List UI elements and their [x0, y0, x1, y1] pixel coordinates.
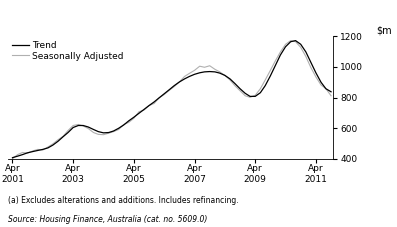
Text: Source: Housing Finance, Australia (cat. no. 5609.0): Source: Housing Finance, Australia (cat.…	[8, 215, 207, 224]
Text: (a) Excludes alterations and additions. Includes refinancing.: (a) Excludes alterations and additions. …	[8, 196, 239, 205]
Text: $m: $m	[376, 25, 391, 35]
Legend: Trend, Seasonally Adjusted: Trend, Seasonally Adjusted	[12, 41, 124, 61]
